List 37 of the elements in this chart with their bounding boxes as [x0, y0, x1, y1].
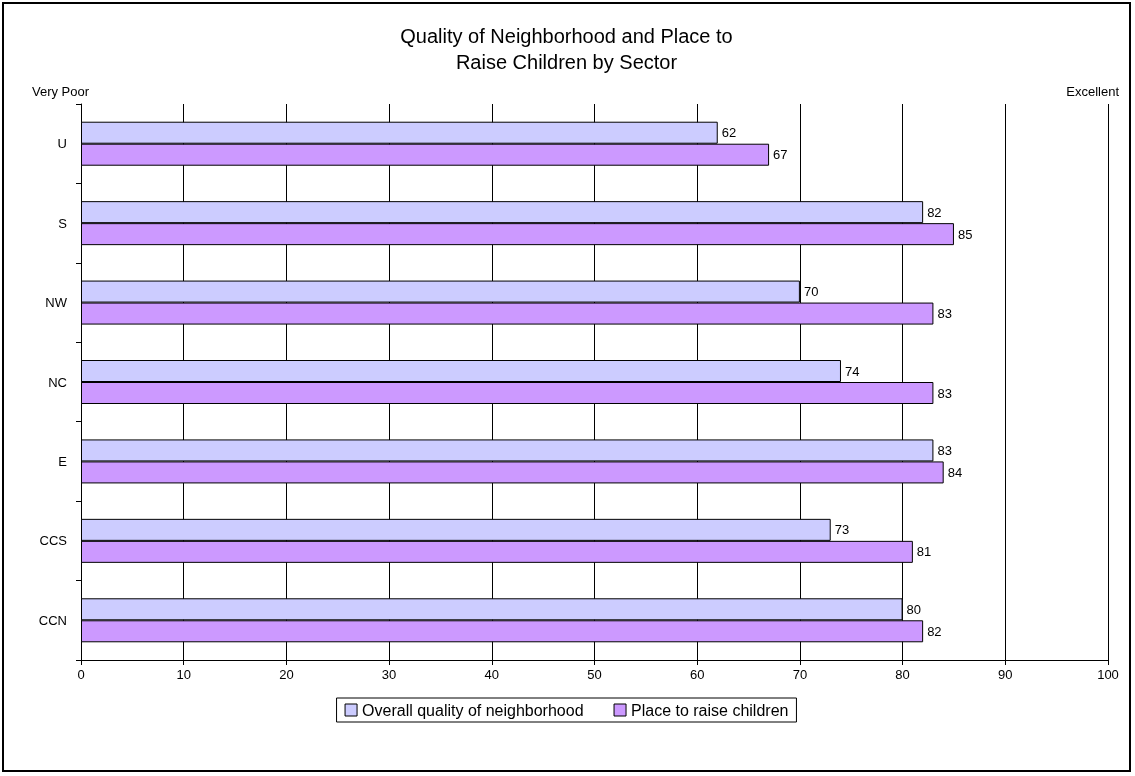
y-tick-label: NC	[48, 374, 67, 390]
data-label: 83	[937, 442, 952, 458]
chart-title: Quality of Neighborhood and Place to Raise Children by Sector	[400, 25, 733, 73]
data-label: 62	[721, 125, 737, 141]
y-tick-label: U	[57, 136, 67, 152]
data-label: 74	[844, 363, 860, 379]
data-label: 80	[906, 601, 922, 617]
x-tick-label: 50	[587, 667, 602, 682]
text: Very Poor	[32, 84, 90, 99]
x-tick-label: 60	[689, 667, 705, 682]
x-tick-label: 0	[77, 667, 85, 682]
x-tick-label: 100	[1097, 667, 1119, 682]
data-label: 82	[927, 623, 942, 639]
data-label: 85	[957, 226, 973, 242]
legend-label: Place to raise children	[631, 701, 789, 719]
legend-label: Overall quality of neighborhood	[362, 701, 584, 719]
x-tick-label: 20	[279, 667, 294, 682]
data-label: 67	[773, 147, 788, 163]
x-tick-label: 90	[998, 667, 1013, 682]
data-label: 70	[803, 284, 819, 300]
y-tick-label: CCS	[39, 533, 68, 549]
data-label: 82	[927, 204, 942, 220]
data-label: 73	[834, 522, 850, 538]
data-label: 81	[916, 544, 932, 560]
data-label: 83	[937, 385, 952, 401]
text: Excellent	[1066, 84, 1119, 99]
data-label: 84	[947, 464, 963, 480]
x-tick-label: 10	[176, 667, 191, 682]
y-tick-label: S	[58, 215, 68, 231]
y-tick-label: NW	[45, 295, 68, 311]
data-label: 83	[937, 306, 952, 322]
x-tick-label: 80	[895, 667, 910, 682]
x-tick-label: 70	[792, 667, 808, 682]
x-tick-label: 30	[381, 667, 397, 682]
y-tick-label: E	[58, 453, 68, 469]
y-tick-label: CCN	[38, 612, 67, 628]
x-tick-label: 40	[484, 667, 500, 682]
